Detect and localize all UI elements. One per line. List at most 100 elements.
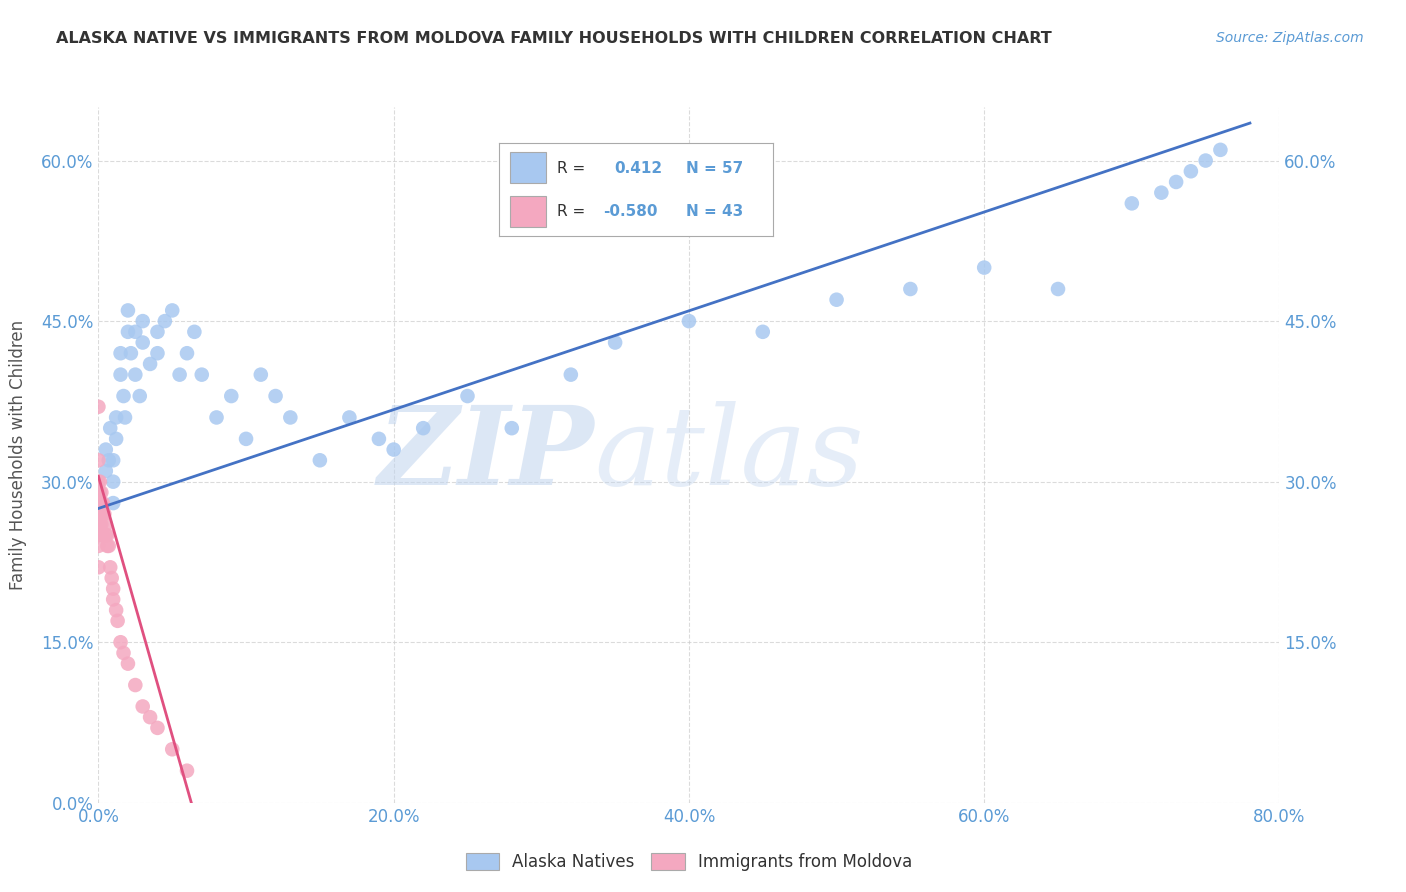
Text: Source: ZipAtlas.com: Source: ZipAtlas.com xyxy=(1216,31,1364,45)
Point xyxy=(1195,153,1218,168)
Point xyxy=(98,560,121,574)
Point xyxy=(176,346,198,360)
Point xyxy=(91,496,114,510)
Point xyxy=(103,592,125,607)
Point xyxy=(139,710,162,724)
Point xyxy=(124,368,146,382)
Point xyxy=(114,410,136,425)
Point xyxy=(87,485,110,500)
Point xyxy=(87,507,110,521)
Point xyxy=(825,293,848,307)
Point xyxy=(153,314,176,328)
Text: atlas: atlas xyxy=(595,401,865,508)
Point xyxy=(100,571,122,585)
Point xyxy=(264,389,287,403)
Point xyxy=(368,432,391,446)
Point xyxy=(132,699,155,714)
Point xyxy=(90,485,112,500)
Point xyxy=(219,389,242,403)
Point xyxy=(94,528,117,542)
Point xyxy=(162,742,183,756)
Text: R =: R = xyxy=(557,161,585,176)
Point xyxy=(87,517,110,532)
Point xyxy=(87,453,110,467)
FancyBboxPatch shape xyxy=(510,196,546,227)
Point xyxy=(501,421,523,435)
Point xyxy=(94,464,117,478)
Point xyxy=(103,496,125,510)
Point xyxy=(412,421,434,435)
Point xyxy=(1046,282,1069,296)
Point xyxy=(169,368,191,382)
Point xyxy=(605,335,627,350)
Point xyxy=(162,303,183,318)
Point xyxy=(87,528,110,542)
Point xyxy=(107,614,129,628)
Point xyxy=(97,539,120,553)
Point xyxy=(110,368,132,382)
Point xyxy=(87,539,110,553)
Point xyxy=(1150,186,1173,200)
Point xyxy=(98,421,121,435)
Point xyxy=(176,764,198,778)
Point xyxy=(456,389,478,403)
Point xyxy=(191,368,214,382)
Point xyxy=(89,475,111,489)
Point xyxy=(128,389,150,403)
Point xyxy=(87,496,110,510)
Point xyxy=(112,389,135,403)
Point xyxy=(205,410,228,425)
Point xyxy=(124,678,146,692)
Point xyxy=(110,635,132,649)
Point xyxy=(309,453,332,467)
Point xyxy=(1121,196,1143,211)
Point xyxy=(382,442,405,457)
Point xyxy=(560,368,582,382)
Point xyxy=(1180,164,1202,178)
Point xyxy=(110,346,132,360)
Point xyxy=(96,528,118,542)
Point xyxy=(250,368,273,382)
Point xyxy=(146,346,169,360)
Point xyxy=(97,453,120,467)
Point xyxy=(278,410,302,425)
Point xyxy=(117,303,139,318)
Point xyxy=(132,335,155,350)
Point xyxy=(339,410,360,425)
Point xyxy=(120,346,142,360)
Point xyxy=(94,517,117,532)
Point xyxy=(90,496,112,510)
Point xyxy=(91,528,114,542)
Point xyxy=(90,507,112,521)
Point xyxy=(96,539,118,553)
Point xyxy=(87,560,110,574)
Point xyxy=(89,507,111,521)
Point xyxy=(94,442,117,457)
Point xyxy=(87,475,110,489)
Text: R =: R = xyxy=(557,204,585,219)
Point xyxy=(103,582,125,596)
Point xyxy=(973,260,995,275)
Point xyxy=(105,603,128,617)
Point xyxy=(93,507,115,521)
Point xyxy=(678,314,700,328)
Y-axis label: Family Households with Children: Family Households with Children xyxy=(10,320,27,590)
Text: ALASKA NATIVE VS IMMIGRANTS FROM MOLDOVA FAMILY HOUSEHOLDS WITH CHILDREN CORRELA: ALASKA NATIVE VS IMMIGRANTS FROM MOLDOVA… xyxy=(56,31,1052,46)
Point xyxy=(1164,175,1187,189)
FancyBboxPatch shape xyxy=(510,152,546,183)
Point xyxy=(183,325,205,339)
Point xyxy=(132,314,155,328)
Point xyxy=(89,517,111,532)
Legend: Alaska Natives, Immigrants from Moldova: Alaska Natives, Immigrants from Moldova xyxy=(458,847,920,878)
Point xyxy=(91,507,114,521)
Point xyxy=(105,432,128,446)
Point xyxy=(900,282,922,296)
Point xyxy=(124,325,146,339)
Text: 0.412: 0.412 xyxy=(614,161,662,176)
Point xyxy=(87,400,110,414)
Point xyxy=(112,646,135,660)
Point xyxy=(146,325,169,339)
Text: N = 43: N = 43 xyxy=(686,204,742,219)
Point xyxy=(117,657,139,671)
Point xyxy=(751,325,773,339)
